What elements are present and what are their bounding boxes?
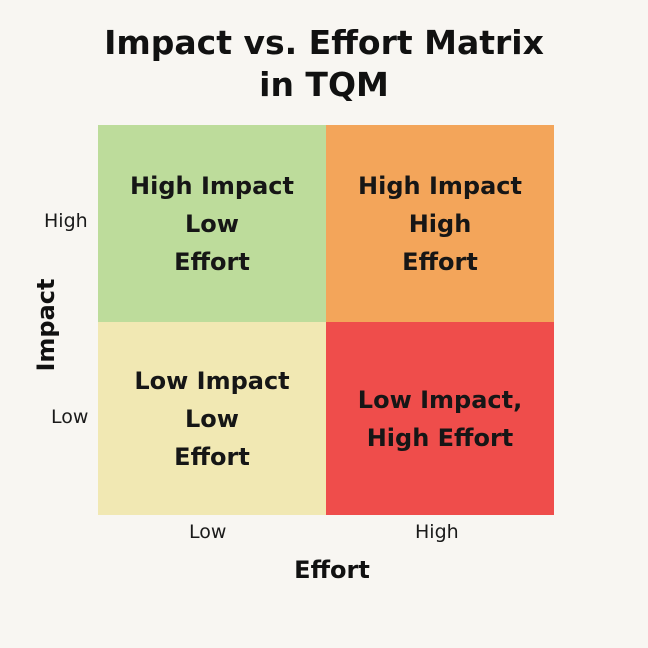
- x-tick-low: Low: [189, 521, 227, 543]
- quadrant-label-line: Low: [185, 404, 239, 433]
- title-line-2: in TQM: [259, 65, 389, 104]
- quadrant-label-line: High Effort: [366, 423, 514, 452]
- quadrant-label-line: Low Impact: [134, 366, 290, 395]
- quadrant-label-line: High: [408, 209, 472, 238]
- y-tick-high: High: [44, 210, 88, 232]
- quadrant-low-impact-high-effort: Low Impact, High Effort: [326, 322, 554, 515]
- impact-effort-matrix: High Impact Low Effort High Impact High …: [98, 125, 554, 515]
- x-axis-label: Effort: [294, 556, 370, 584]
- quadrant-high-impact-low-effort: High Impact Low Effort: [98, 125, 326, 322]
- quadrant-label-line: Effort: [174, 247, 250, 276]
- y-tick-low: Low: [51, 406, 89, 428]
- quadrant-label-line: High Impact: [358, 171, 522, 200]
- x-tick-high: High: [415, 521, 459, 543]
- quadrant-label-line: Low: [185, 209, 239, 238]
- quadrant-label-line: High Impact: [130, 171, 294, 200]
- quadrant-label-line: Effort: [174, 442, 250, 471]
- title-line-1: Impact vs. Effort Matrix: [104, 23, 544, 62]
- quadrant-label-line: Low Impact,: [357, 385, 523, 414]
- diagram-title: Impact vs. Effort Matrix in TQM: [0, 22, 648, 106]
- quadrant-low-impact-low-effort: Low Impact Low Effort: [98, 322, 326, 515]
- y-axis-label: Impact: [32, 278, 60, 372]
- quadrant-label-line: Effort: [402, 247, 478, 276]
- quadrant-high-impact-high-effort: High Impact High Effort: [326, 125, 554, 322]
